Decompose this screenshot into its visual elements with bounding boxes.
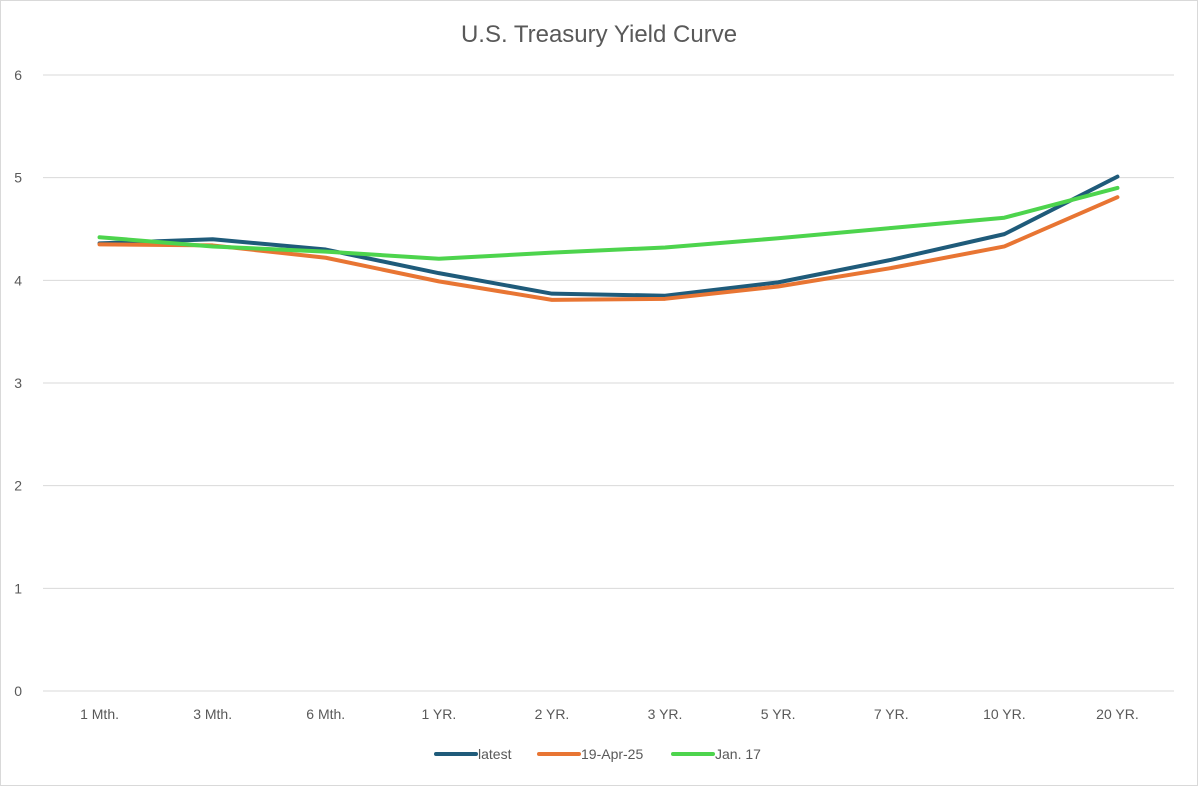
data-point <box>550 298 554 302</box>
gridlines <box>43 74 1174 692</box>
y-tick-label: 0 <box>14 683 22 699</box>
legend-label: Jan. 17 <box>715 746 761 762</box>
series-lines <box>97 174 1120 302</box>
x-tick-label: 20 YR. <box>1096 706 1139 722</box>
x-tick-label: 1 Mth. <box>80 706 119 722</box>
data-point <box>663 297 667 301</box>
series-1 <box>97 195 1120 302</box>
y-tick-label: 4 <box>14 272 22 288</box>
chart-title: U.S. Treasury Yield Curve <box>461 21 737 48</box>
data-point <box>776 236 780 240</box>
data-point <box>98 242 102 246</box>
data-point <box>550 251 554 255</box>
x-tick-label: 10 YR. <box>983 706 1026 722</box>
data-point <box>663 245 667 249</box>
y-tick-label: 3 <box>14 375 22 391</box>
y-tick-label: 1 <box>14 580 22 596</box>
x-tick-label: 1 YR. <box>421 706 456 722</box>
data-point <box>889 266 893 270</box>
legend-label: latest <box>478 746 512 762</box>
data-point <box>889 226 893 230</box>
series-line <box>97 185 1120 261</box>
data-point <box>1115 186 1119 190</box>
y-tick-label: 5 <box>14 170 22 186</box>
series-0 <box>97 174 1120 298</box>
data-point <box>776 284 780 288</box>
y-axis-ticks: 0 1 2 3 4 5 6 <box>14 67 22 699</box>
y-tick-label: 6 <box>14 67 22 83</box>
data-point <box>776 280 780 284</box>
series-2 <box>97 185 1120 261</box>
data-point <box>889 258 893 262</box>
data-point <box>211 244 215 248</box>
data-point <box>98 235 102 239</box>
data-point <box>324 256 328 260</box>
data-point <box>437 279 441 283</box>
series-line <box>97 195 1120 302</box>
data-point <box>550 292 554 296</box>
legend-label: 19-Apr-25 <box>581 746 643 762</box>
legend: latest 19-Apr-25 Jan. 17 <box>434 746 761 762</box>
data-point <box>1002 216 1006 220</box>
data-point <box>211 237 215 241</box>
x-tick-label: 2 YR. <box>535 706 570 722</box>
series-line <box>97 174 1120 298</box>
data-point <box>324 250 328 254</box>
data-point <box>1002 232 1006 236</box>
x-tick-label: 3 Mth. <box>193 706 232 722</box>
x-axis-ticks: 1 Mth. 3 Mth. 6 Mth. 1 YR. 2 YR. 3 YR. 5 YR. 7 … <box>80 706 1139 722</box>
x-tick-label: 3 YR. <box>648 706 683 722</box>
x-tick-label: 7 YR. <box>874 706 909 722</box>
x-tick-label: 5 YR. <box>761 706 796 722</box>
data-point <box>1115 195 1119 199</box>
data-point <box>437 271 441 275</box>
x-tick-label: 6 Mth. <box>306 706 345 722</box>
data-point <box>1115 175 1119 179</box>
data-point <box>437 257 441 261</box>
data-point <box>1002 244 1006 248</box>
y-tick-label: 2 <box>14 478 22 494</box>
